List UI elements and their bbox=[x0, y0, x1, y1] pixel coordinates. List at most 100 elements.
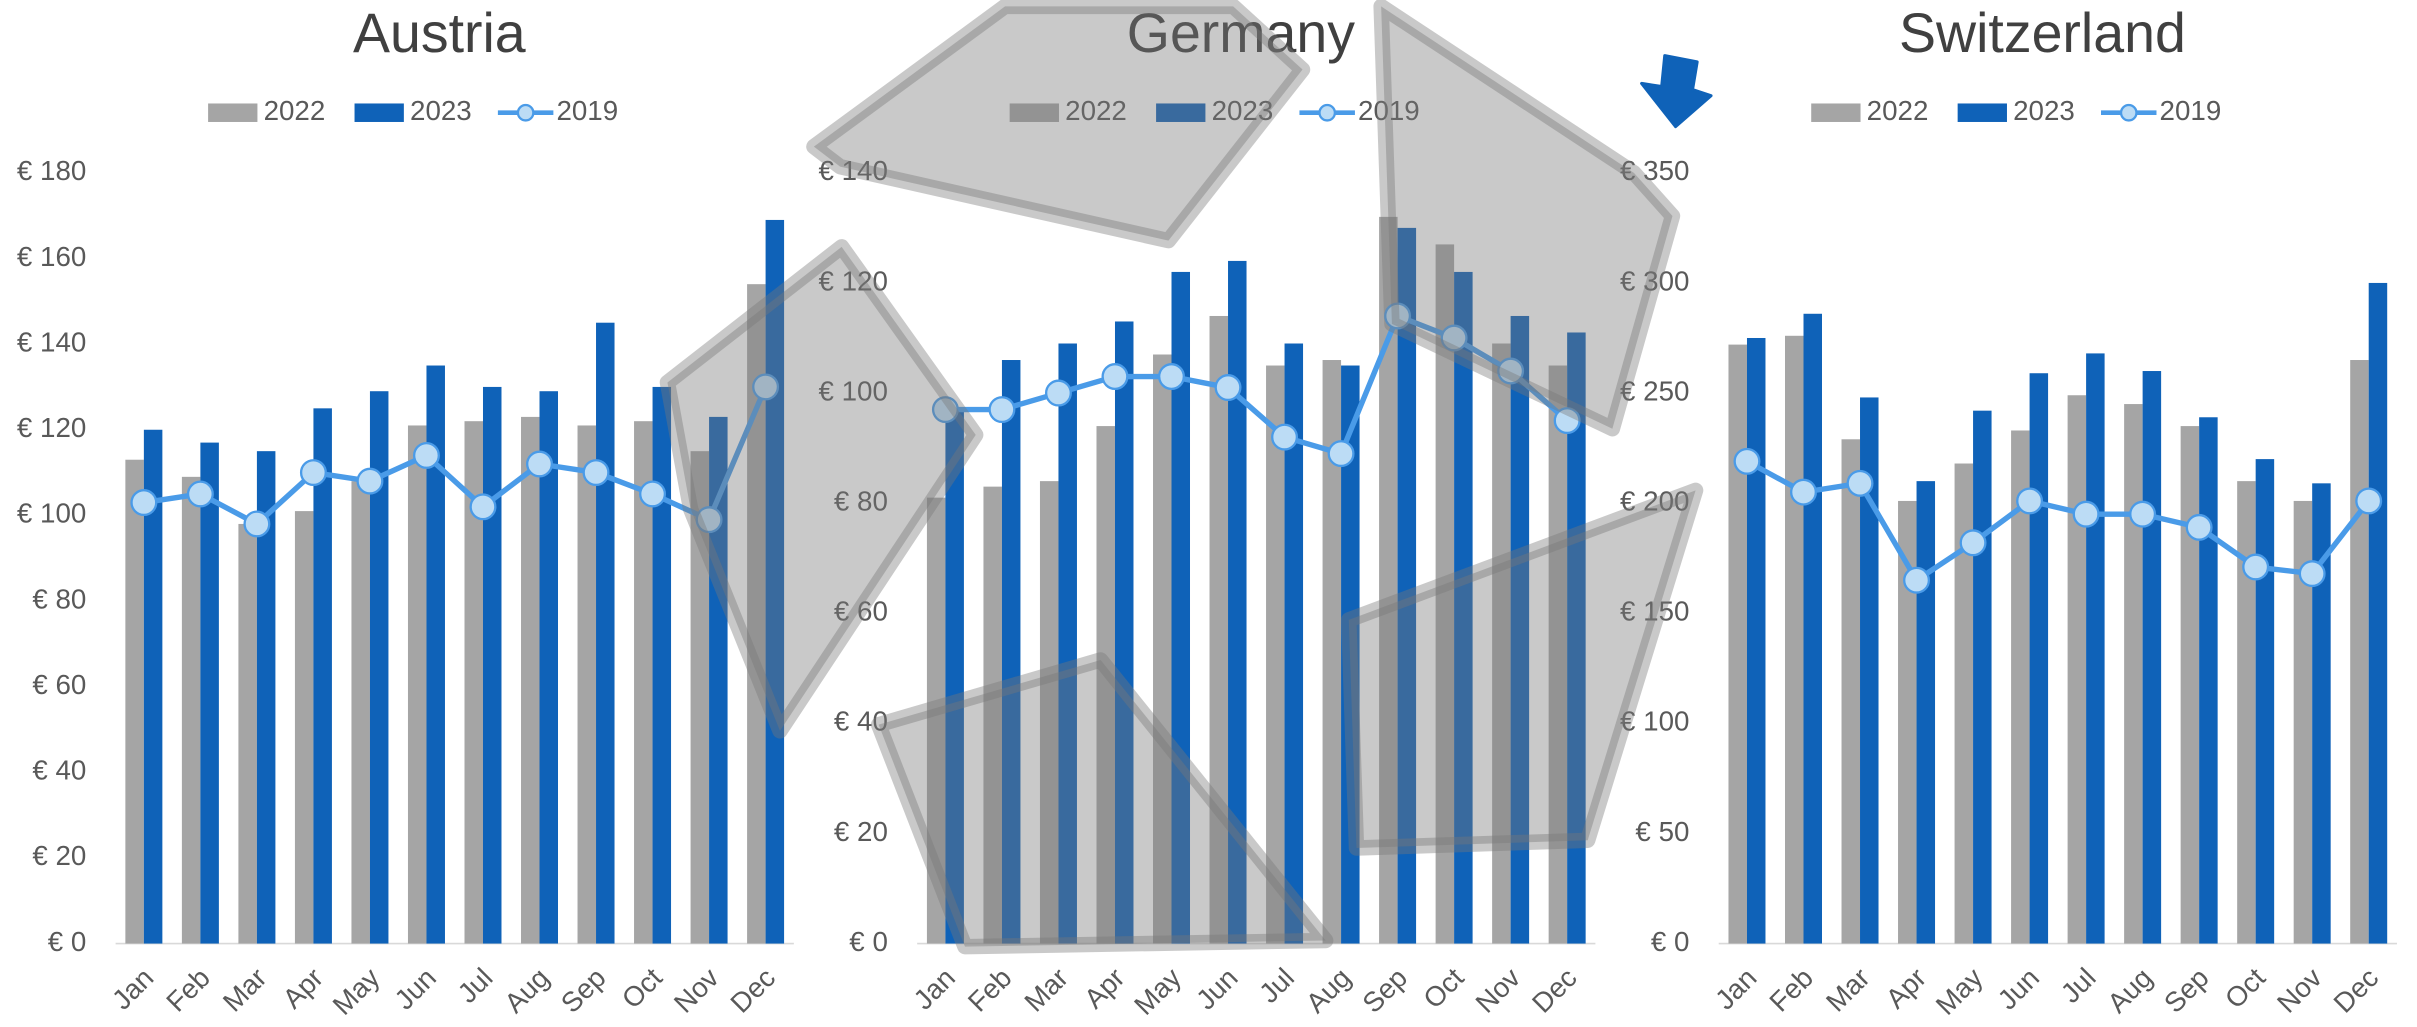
x-tick-label: May bbox=[1128, 962, 1187, 1021]
x-tick-label: Feb bbox=[962, 962, 1018, 1018]
overlay-shape bbox=[1381, 6, 1672, 428]
line-marker bbox=[132, 490, 157, 515]
line-marker bbox=[1159, 364, 1184, 389]
y-tick-label: € 0 bbox=[1651, 926, 1690, 957]
x-tick-label: Apr bbox=[1880, 962, 1932, 1014]
bar bbox=[238, 524, 256, 944]
y-tick-label: € 160 bbox=[17, 241, 86, 272]
bar bbox=[2237, 481, 2255, 943]
legend-label: 2019 bbox=[556, 95, 618, 126]
line-marker bbox=[1904, 568, 1929, 593]
bar bbox=[2086, 353, 2104, 943]
line-marker bbox=[584, 460, 609, 485]
x-tick-label: Dec bbox=[1526, 962, 1583, 1019]
x-tick-label: Feb bbox=[160, 962, 216, 1018]
bar bbox=[653, 387, 671, 944]
x-tick-label: Oct bbox=[616, 962, 669, 1015]
bar bbox=[1842, 439, 1860, 943]
x-tick-label: Jan bbox=[907, 962, 961, 1016]
page: Austria202220232019€ 0€ 20€ 40€ 60€ 80€ … bbox=[0, 0, 2417, 1027]
bar bbox=[295, 511, 313, 943]
x-tick-label: Jun bbox=[1190, 962, 1244, 1016]
x-tick-label: Nov bbox=[2271, 962, 2328, 1019]
x-tick-label: Mar bbox=[1018, 962, 1074, 1018]
bar bbox=[313, 408, 331, 943]
bar bbox=[2124, 404, 2142, 944]
line-marker bbox=[2017, 489, 2042, 514]
chart-title: Switzerland bbox=[1899, 2, 2186, 64]
y-tick-label: € 0 bbox=[48, 926, 87, 957]
legend-label: 2023 bbox=[2013, 95, 2075, 126]
y-tick-label: € 120 bbox=[17, 412, 86, 443]
line bbox=[1747, 461, 2369, 580]
chart-title: Austria bbox=[353, 2, 526, 64]
line-marker bbox=[414, 443, 439, 468]
legend-swatch bbox=[1811, 103, 1860, 121]
bar bbox=[351, 481, 369, 943]
x-tick-label: Apr bbox=[277, 962, 329, 1014]
legend-swatch bbox=[518, 105, 533, 120]
x-tick-label: Dec bbox=[2327, 962, 2384, 1019]
x-tick-label: Nov bbox=[668, 962, 725, 1019]
line-marker bbox=[1216, 375, 1241, 400]
line-marker bbox=[990, 397, 1015, 422]
x-tick-label: Oct bbox=[1417, 962, 1470, 1015]
bar bbox=[1973, 411, 1991, 944]
x-tick-label: Sep bbox=[555, 962, 612, 1019]
x-tick-label: Nov bbox=[1469, 962, 1526, 1019]
bar bbox=[2181, 426, 2199, 943]
overlay-shape bbox=[814, 6, 1303, 240]
x-tick-label: Mar bbox=[217, 962, 273, 1018]
line-marker bbox=[1961, 530, 1986, 555]
x-tick-label: Aug bbox=[498, 962, 555, 1019]
legend-swatch bbox=[1319, 105, 1334, 120]
y-tick-label: € 40 bbox=[32, 755, 86, 786]
bar bbox=[2199, 417, 2217, 943]
line-marker bbox=[358, 469, 383, 494]
line-marker bbox=[527, 452, 552, 477]
bar bbox=[1747, 338, 1765, 944]
bar bbox=[2030, 373, 2048, 943]
x-tick-label: Jan bbox=[1709, 962, 1763, 1016]
legend-swatch bbox=[1958, 103, 2007, 121]
bar bbox=[182, 477, 200, 944]
bar bbox=[2068, 395, 2086, 943]
bar bbox=[578, 425, 596, 943]
arrow-icon bbox=[1642, 56, 1711, 127]
bar bbox=[2143, 371, 2161, 944]
x-tick-label: Aug bbox=[2101, 962, 2158, 1019]
legend-label: 2022 bbox=[1867, 95, 1929, 126]
y-tick-label: € 100 bbox=[17, 498, 86, 529]
bar bbox=[1266, 366, 1284, 944]
x-tick-label: Dec bbox=[724, 962, 781, 1019]
bar bbox=[596, 323, 614, 944]
line-marker bbox=[1329, 441, 1354, 466]
line-marker bbox=[245, 512, 270, 537]
bar bbox=[2369, 283, 2387, 944]
line-marker bbox=[640, 482, 665, 507]
line-marker bbox=[301, 460, 326, 485]
line-marker bbox=[1848, 471, 1873, 496]
x-tick-label: Apr bbox=[1078, 962, 1130, 1014]
y-tick-label: € 140 bbox=[17, 326, 86, 357]
bar bbox=[2256, 459, 2274, 943]
y-tick-label: € 50 bbox=[1635, 816, 1689, 847]
bar bbox=[408, 425, 426, 943]
legend-swatch bbox=[208, 103, 257, 121]
legend-swatch bbox=[2121, 105, 2136, 120]
line-marker bbox=[1791, 480, 1816, 505]
y-tick-label: € 180 bbox=[17, 155, 86, 186]
line-marker bbox=[1046, 381, 1071, 406]
line-marker bbox=[188, 482, 213, 507]
line-marker bbox=[2187, 515, 2212, 540]
y-tick-label: € 20 bbox=[834, 816, 888, 847]
y-tick-label: € 20 bbox=[32, 840, 86, 871]
line-marker bbox=[1103, 364, 1128, 389]
bar bbox=[1917, 481, 1935, 943]
bar bbox=[200, 443, 218, 944]
x-tick-label: Jul bbox=[2055, 962, 2102, 1009]
x-tick-label: Jan bbox=[106, 962, 160, 1016]
x-tick-label: May bbox=[327, 962, 386, 1021]
line-marker bbox=[2130, 502, 2155, 527]
bar bbox=[1804, 314, 1822, 944]
